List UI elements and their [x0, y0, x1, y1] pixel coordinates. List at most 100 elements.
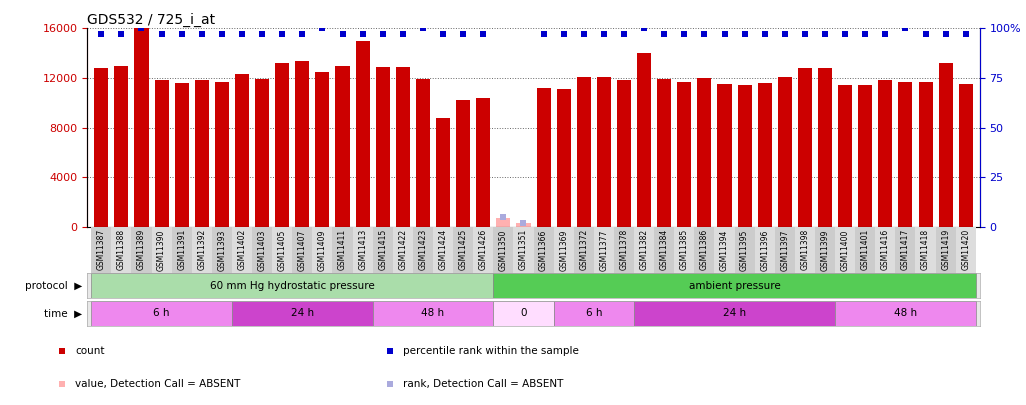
Text: GSM11388: GSM11388	[117, 229, 126, 270]
Text: count: count	[75, 346, 105, 356]
Bar	[594, 227, 614, 273]
Text: GSM11425: GSM11425	[459, 229, 468, 271]
Text: GSM11378: GSM11378	[620, 229, 629, 271]
Bar	[858, 85, 872, 227]
Bar	[554, 227, 574, 273]
Bar	[356, 41, 369, 227]
Bar	[778, 77, 792, 227]
Bar	[835, 301, 976, 326]
Bar	[336, 66, 350, 227]
Bar	[896, 227, 915, 273]
Bar	[875, 227, 896, 273]
Text: 48 h: 48 h	[422, 308, 444, 318]
Bar	[735, 227, 755, 273]
Bar	[554, 301, 634, 326]
Bar	[838, 85, 853, 227]
Text: GSM11415: GSM11415	[379, 229, 387, 271]
Bar	[494, 273, 976, 298]
Text: GSM11396: GSM11396	[760, 229, 770, 271]
Text: GSM11398: GSM11398	[800, 229, 810, 271]
Text: 0: 0	[520, 308, 526, 318]
Bar	[453, 227, 473, 273]
Bar	[252, 227, 272, 273]
Text: GSM11366: GSM11366	[539, 229, 548, 271]
Bar	[457, 100, 470, 227]
Text: GSM11417: GSM11417	[901, 229, 910, 271]
Bar	[818, 68, 832, 227]
Bar	[91, 227, 112, 273]
Bar	[815, 227, 835, 273]
Text: GSM11401: GSM11401	[861, 229, 870, 271]
Bar	[878, 81, 893, 227]
Bar	[232, 227, 252, 273]
Bar	[755, 227, 775, 273]
Bar	[557, 89, 570, 227]
Bar	[155, 81, 168, 227]
Bar	[436, 117, 450, 227]
Text: GSM11386: GSM11386	[700, 229, 709, 271]
Bar	[955, 227, 976, 273]
Bar	[91, 273, 494, 298]
Bar	[617, 81, 631, 227]
Text: 24 h: 24 h	[290, 308, 314, 318]
Text: GSM11402: GSM11402	[237, 229, 246, 271]
Bar	[614, 227, 634, 273]
Text: GSM11420: GSM11420	[961, 229, 971, 271]
Bar	[674, 227, 695, 273]
Text: GSM11372: GSM11372	[580, 229, 588, 271]
Text: GSM11387: GSM11387	[96, 229, 106, 271]
Text: GSM11413: GSM11413	[358, 229, 367, 271]
Text: rank, Detection Call = ABSENT: rank, Detection Call = ABSENT	[403, 379, 563, 389]
Bar	[476, 98, 490, 227]
Bar	[195, 81, 209, 227]
Bar	[698, 78, 711, 227]
Bar	[211, 227, 232, 273]
Bar	[171, 227, 192, 273]
Bar	[775, 227, 795, 273]
Text: GSM11351: GSM11351	[519, 229, 528, 271]
Text: GSM11423: GSM11423	[419, 229, 428, 271]
Bar	[795, 227, 815, 273]
Bar	[114, 66, 128, 227]
Bar	[275, 63, 289, 227]
Text: GSM11419: GSM11419	[941, 229, 950, 271]
Text: GSM11393: GSM11393	[218, 229, 227, 271]
Text: GSM11389: GSM11389	[137, 229, 146, 271]
Bar	[915, 227, 936, 273]
Bar	[235, 74, 249, 227]
Bar	[534, 227, 554, 273]
Bar	[412, 227, 433, 273]
Bar	[658, 79, 671, 227]
Bar	[232, 301, 372, 326]
Bar	[798, 68, 812, 227]
Bar	[91, 301, 232, 326]
Text: GSM11426: GSM11426	[479, 229, 487, 271]
Text: GSM11385: GSM11385	[680, 229, 688, 271]
Text: GSM11407: GSM11407	[298, 229, 307, 271]
Text: GSM11392: GSM11392	[197, 229, 206, 271]
Bar	[516, 223, 530, 227]
Bar	[577, 77, 591, 227]
Bar	[835, 227, 856, 273]
Bar	[174, 83, 189, 227]
Text: 60 mm Hg hydrostatic pressure: 60 mm Hg hydrostatic pressure	[210, 281, 374, 290]
Bar	[637, 53, 652, 227]
Bar	[433, 227, 453, 273]
Bar	[376, 67, 390, 227]
Bar	[152, 227, 171, 273]
Text: GSM11391: GSM11391	[177, 229, 186, 271]
Bar	[272, 227, 292, 273]
Bar	[473, 227, 494, 273]
Bar	[497, 218, 510, 227]
Text: 48 h: 48 h	[894, 308, 917, 318]
Text: percentile rank within the sample: percentile rank within the sample	[403, 346, 579, 356]
Text: GSM11400: GSM11400	[840, 229, 850, 271]
Bar	[416, 79, 430, 227]
Bar	[958, 84, 973, 227]
Text: GSM11416: GSM11416	[881, 229, 890, 271]
Text: 24 h: 24 h	[723, 308, 746, 318]
Bar	[494, 227, 513, 273]
Bar	[192, 227, 211, 273]
Bar	[112, 227, 131, 273]
Text: GSM11399: GSM11399	[821, 229, 830, 271]
